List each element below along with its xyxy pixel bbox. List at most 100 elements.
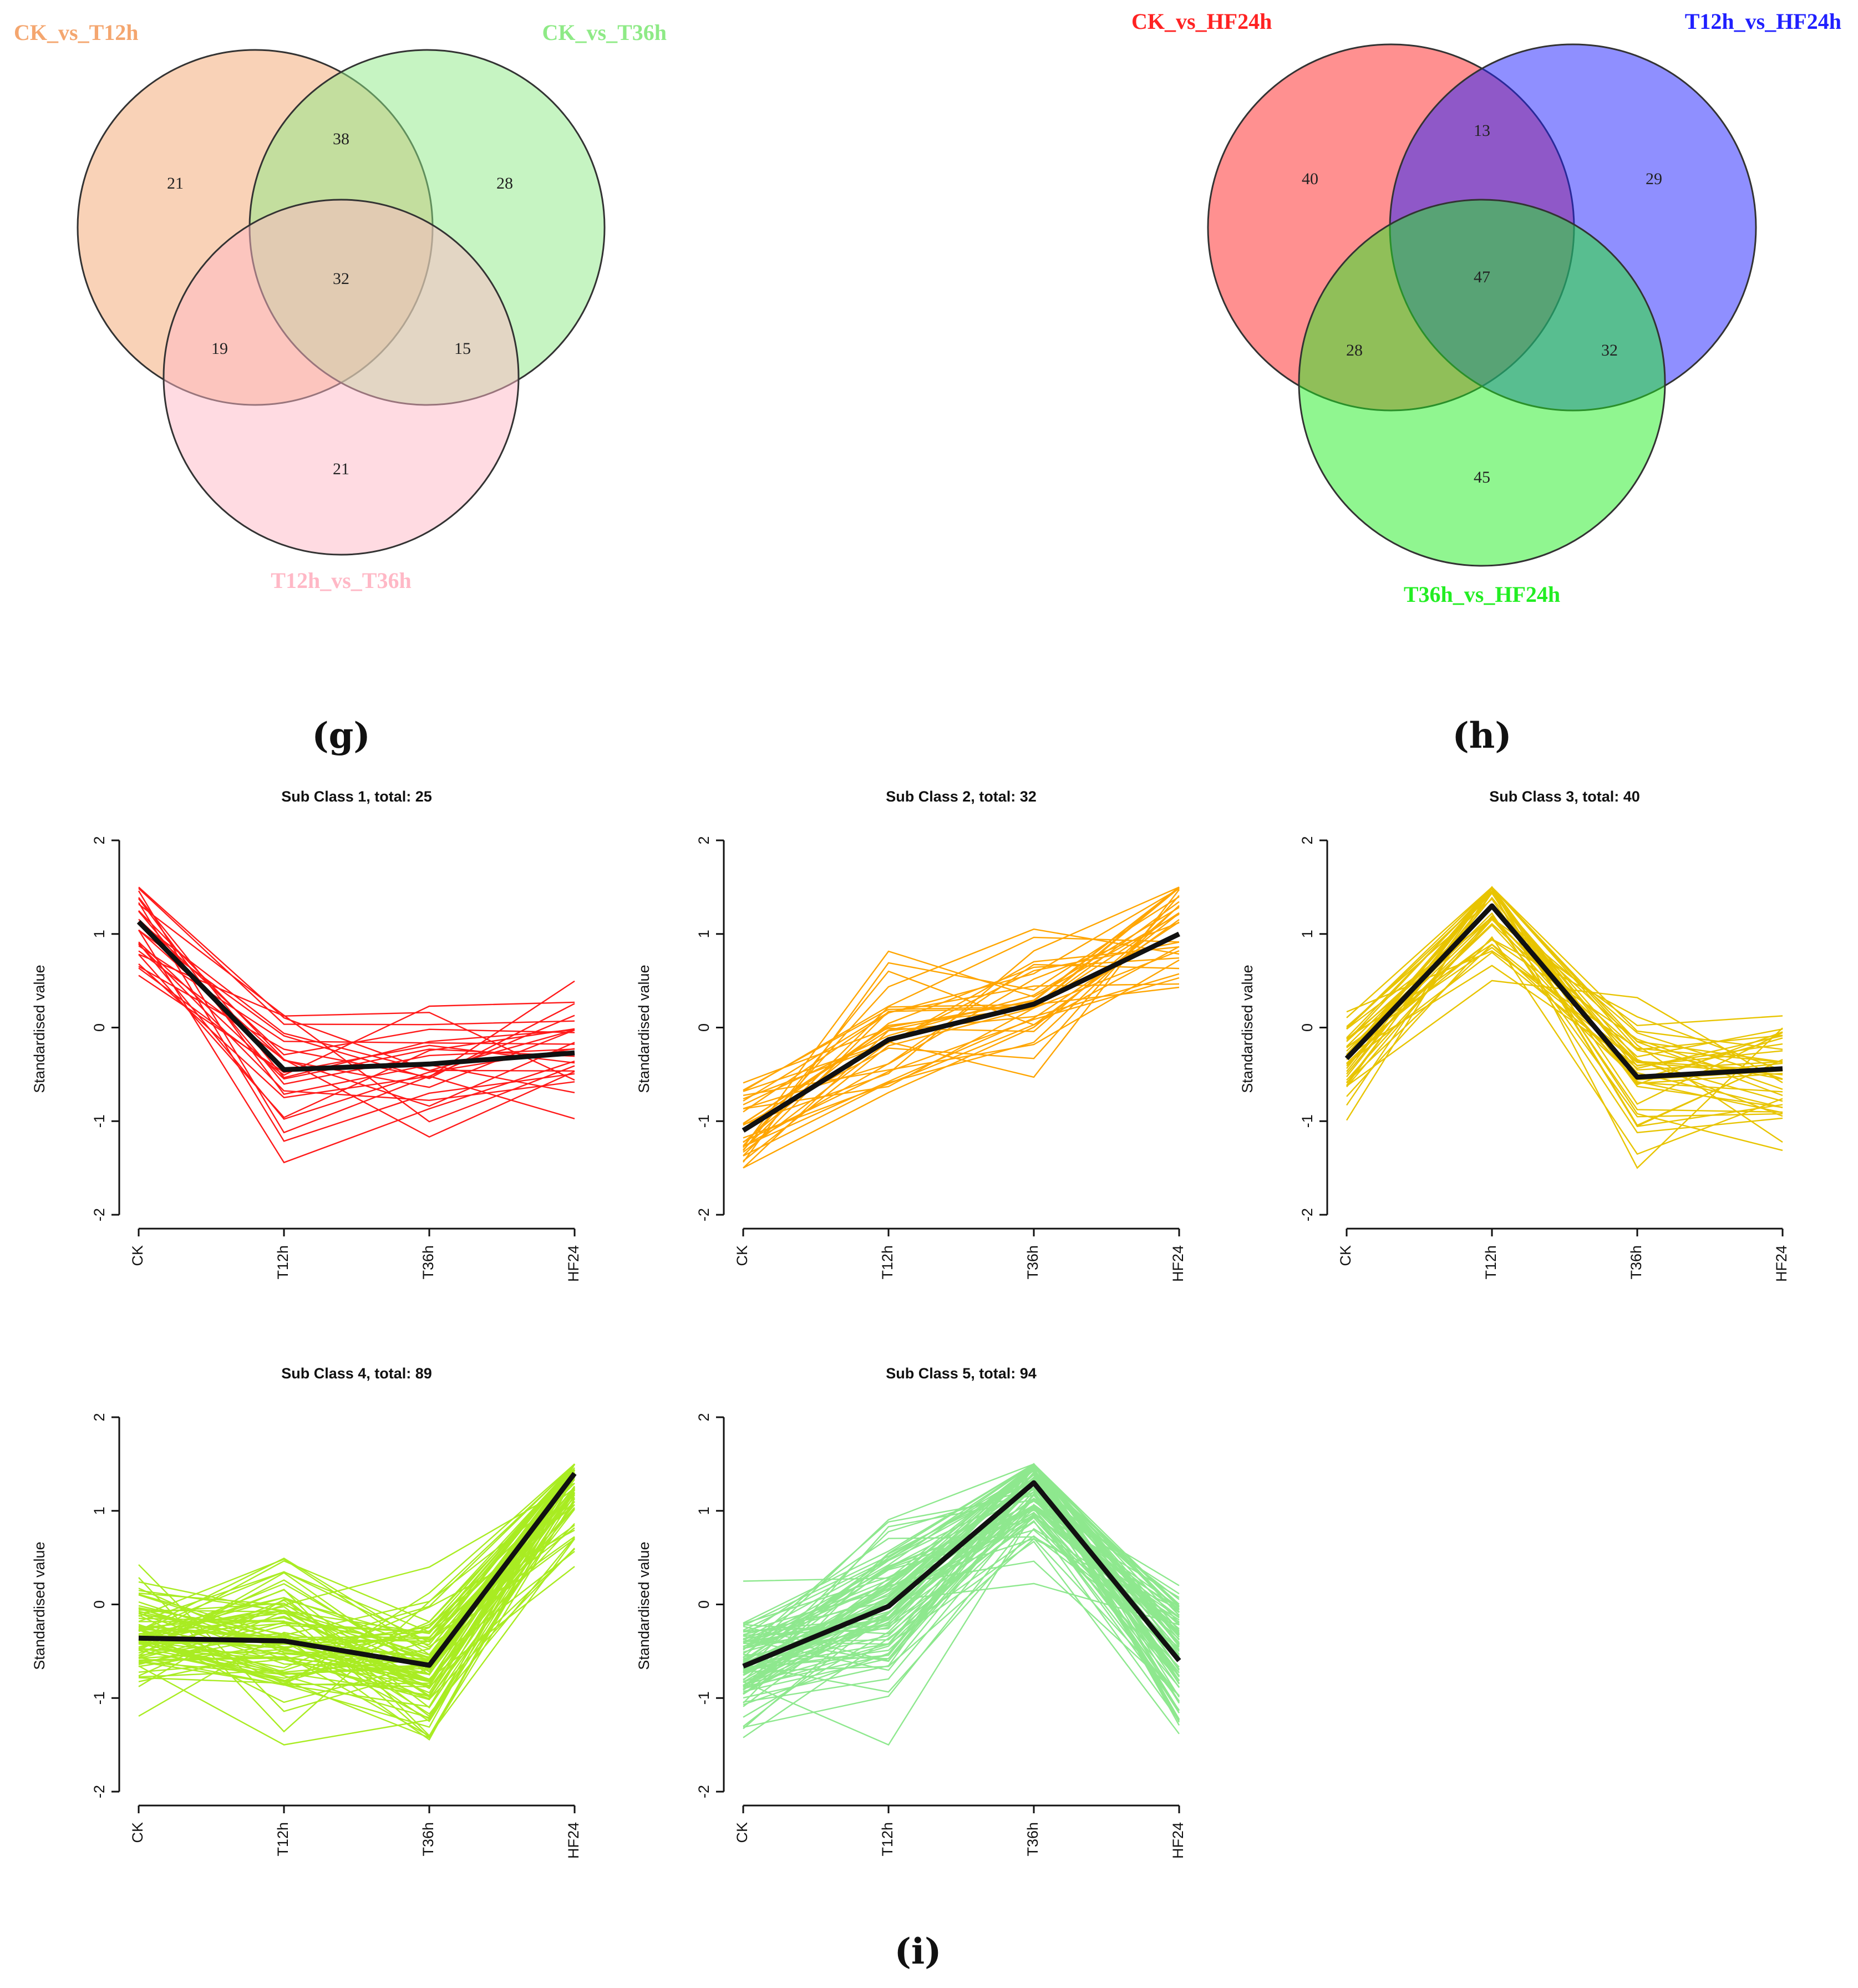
x-tick-label: CK [1337,1245,1354,1266]
gene-profile-line [138,1509,575,1700]
y-tick-label: -1 [696,1691,712,1705]
gene-profile-line [743,887,1180,1162]
x-tick-label: T12h [275,1822,291,1857]
y-tick-label: -1 [91,1114,108,1128]
venn-h-count-a-only: 40 [1302,170,1318,188]
gene-profile-line [1346,936,1783,1155]
y-tick-label: 0 [91,1023,108,1032]
venn-g-count-a-only: 21 [167,174,184,192]
mean-profile-line [1344,903,1783,1080]
gene-profile-line [138,944,575,1101]
cluster-plot-5: Sub Class 5, total: 94 -2 -1 0 1 2 Standardise… [636,1365,1186,1859]
venn-g-count-ac: 19 [211,339,228,358]
venn-g-count-abc: 32 [333,270,349,288]
gene-profile-line [743,936,1180,1092]
gene-profile-line [743,905,1180,1084]
plot-title: Sub Class 3, total: 40 [1489,788,1640,805]
y-tick-label: 0 [696,1600,712,1609]
x-tick-label: CK [129,1822,146,1843]
cluster-plot-1: Sub Class 1, total: 25 -2 -1 0 1 2 Standardise… [31,788,582,1282]
x-tick-label: CK [129,1245,146,1266]
plot-title: Sub Class 2, total: 32 [886,788,1037,805]
gene-profile-line [743,912,1180,1130]
cluster-plot-3: Sub Class 3, total: 40 -2 -1 0 1 2 Standardise… [1239,788,1790,1282]
x-tick-label: HF24 [565,1822,582,1859]
mean-profile-line [742,931,1180,1133]
gene-profile-line [138,930,575,1164]
gene-profile-line [138,975,575,1073]
panel-label-g: (g) [312,715,370,757]
gene-profile-line [138,1482,575,1606]
gene-profile-line [1346,886,1783,1127]
y-axis-label: Standardised value [31,1541,48,1670]
gene-profile-line [743,986,1180,1150]
gene-profile-line [138,1488,575,1642]
venn-g-title-b: CK_vs_T36h [542,20,667,45]
gene-profile-line [138,941,575,1080]
gene-profile-line [138,886,575,1072]
cluster-plot-4: Sub Class 4, total: 89 -2 -1 0 1 2 Standardise… [31,1365,582,1859]
x-tick-label: T36h [1628,1245,1644,1280]
gene-profile-line [1346,888,1783,1169]
venn-h-title-b: T12h_vs_HF24h [1685,9,1841,34]
x-tick-label: T36h [1024,1245,1041,1280]
x-tick-label: CK [734,1245,750,1266]
venn-g-title-a: CK_vs_T12h [14,20,139,45]
cluster-plots: Sub Class 1, total: 25 -2 -1 0 1 2 Standardise… [31,788,1790,1859]
y-tick-label: -2 [1299,1208,1316,1221]
gene-profile-line [1346,915,1783,1118]
venn-h-count-abc: 47 [1474,268,1490,286]
gene-profile-line [1346,886,1783,1143]
y-tick-label: -1 [1299,1114,1316,1128]
gene-profile-line [743,950,1180,1110]
venn-h-count-ab: 13 [1474,121,1490,140]
x-tick-label: T12h [879,1822,896,1857]
gene-profile-line [743,1520,1180,1722]
gene-profile-line [743,1487,1180,1687]
gene-profile-line [743,906,1180,1105]
gene-profile-line [743,1486,1180,1713]
y-tick-label: 0 [696,1023,712,1032]
panel-label-h: (h) [1452,715,1511,757]
gene-profile-line [138,1524,575,1637]
gene-profile-line [743,886,1180,1125]
venn-h: CK_vs_HF24h T12h_vs_HF24h T36h_vs_HF24h … [1131,9,1841,607]
x-tick-label: HF24 [1773,1245,1790,1282]
x-tick-label: T36h [420,1245,436,1280]
gene-profile-line [138,902,575,1142]
gene-profile-line [1346,938,1783,1072]
gene-profile-line [138,929,575,1079]
venn-h-count-ac: 28 [1346,341,1363,359]
gene-profile-line [138,954,575,1081]
y-tick-label: -2 [91,1785,108,1798]
gene-profile-line [138,1463,576,1687]
y-tick-label: -1 [696,1114,712,1128]
venn-h-count-c-only: 45 [1474,468,1490,486]
y-tick-label: -2 [696,1785,712,1798]
gene-profile-line [1346,917,1783,1084]
gene-profile-line [138,950,575,1107]
plot-title: Sub Class 4, total: 89 [281,1365,432,1382]
x-tick-label: HF24 [565,1245,582,1282]
mean-profile-line [136,920,575,1072]
venn-g-count-bc: 15 [454,339,471,358]
mean-profile-line [138,1472,577,1668]
y-tick-label: 1 [696,1507,712,1515]
gene-profile-line [138,1463,575,1643]
y-tick-label: -2 [696,1208,712,1221]
y-tick-label: 1 [1299,930,1316,938]
gene-profile-line [138,890,575,1134]
x-tick-label: CK [734,1822,750,1843]
x-tick-label: HF24 [1170,1822,1186,1859]
gene-profile-line [743,928,1180,1147]
venn-h-count-b-only: 29 [1646,170,1662,188]
gene-profile-line [743,983,1180,1102]
venn-g-count-ab: 38 [333,130,349,148]
gene-profile-line [743,1512,1180,1711]
x-tick-label: T12h [1483,1245,1499,1280]
mean-profile-line [742,1480,1181,1669]
gene-profile-line [1346,891,1783,1117]
y-tick-label: 1 [91,930,108,938]
gene-profile-line [743,1540,1180,1735]
x-tick-label: HF24 [1170,1245,1186,1282]
